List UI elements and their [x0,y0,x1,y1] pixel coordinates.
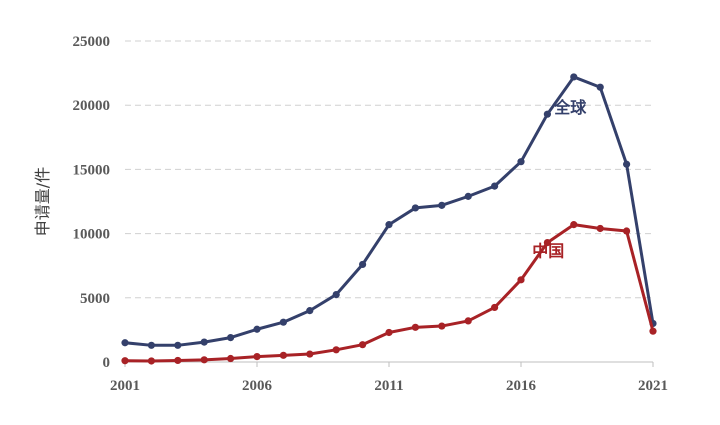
x-tick-label: 2016 [506,378,537,394]
y-axis-ticks: 0 5000 10000 15000 20000 25000 [73,34,111,371]
data-point [147,357,155,365]
data-point [596,224,604,233]
data-point [517,276,525,284]
data-point [253,325,261,333]
data-point [385,328,393,337]
data-point [491,303,499,312]
data-point [438,201,446,209]
y-tick-label: 5000 [80,291,110,307]
data-point [543,238,552,247]
data-point [570,73,578,81]
data-point [332,290,340,299]
x-tick-label: 2006 [242,378,273,394]
y-tick-label: 20000 [73,98,111,114]
y-tick-label: 25000 [73,34,111,50]
data-point [649,327,657,335]
data-point [623,160,631,168]
data-point [121,339,129,347]
x-tick-label: 2011 [374,378,403,394]
data-point [306,350,314,358]
data-point [306,307,314,315]
data-point [411,323,419,331]
data-point [411,204,419,212]
series-label-0: 全球 [553,98,587,117]
x-tick-label: 2021 [638,378,668,394]
data-point [332,346,340,354]
y-tick-label: 10000 [73,227,111,243]
data-point [121,357,129,365]
data-point [147,341,155,349]
data-point [359,260,367,269]
data-point [464,192,472,200]
data-point [227,334,235,342]
data-point [359,341,367,349]
x-tick-label: 2001 [110,378,140,394]
data-point [227,354,235,363]
data-point [596,83,604,91]
x-axis-ticks: 2001 2006 2011 2016 2021 [110,362,668,394]
data-point [385,221,393,229]
data-point [200,338,208,346]
series-group [121,73,657,365]
data-point [543,110,552,118]
data-point [438,322,446,330]
data-point [200,356,208,364]
data-point [279,351,287,359]
data-point [570,221,578,229]
data-point [517,158,525,166]
y-axis-label: 申请量/件 [33,167,52,236]
data-point [623,227,631,235]
data-point [174,341,182,349]
series-label-1: 中国 [532,241,564,260]
data-point [253,353,261,361]
data-point [174,356,182,365]
data-point [279,318,287,326]
y-tick-label: 15000 [73,162,111,178]
data-point [464,317,472,325]
gridlines [125,40,653,299]
data-point [491,182,499,190]
y-tick-label: 0 [103,355,111,371]
